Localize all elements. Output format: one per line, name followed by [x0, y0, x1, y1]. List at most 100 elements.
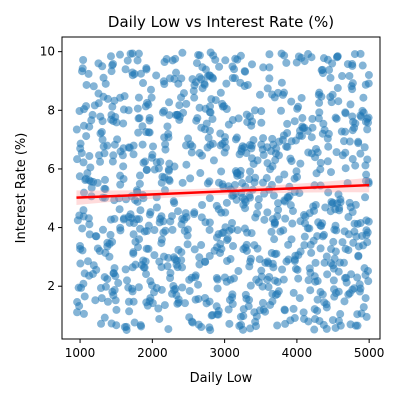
data-point	[341, 164, 350, 173]
data-point	[112, 305, 121, 314]
data-point	[331, 247, 340, 256]
data-point	[183, 240, 192, 249]
data-point	[111, 272, 120, 281]
data-point	[191, 78, 200, 87]
data-point	[239, 305, 248, 314]
data-point	[269, 263, 278, 272]
data-point	[125, 143, 134, 152]
data-point	[79, 188, 88, 197]
trend-line	[76, 183, 370, 199]
data-point	[108, 157, 117, 166]
data-point	[364, 113, 373, 122]
data-point	[82, 102, 91, 111]
data-point	[227, 225, 236, 234]
data-point	[362, 216, 371, 225]
data-point	[277, 106, 285, 115]
data-point	[87, 183, 96, 192]
data-point	[168, 56, 177, 65]
data-point	[247, 229, 256, 238]
data-point	[229, 242, 238, 251]
data-point	[83, 169, 92, 178]
data-point	[108, 102, 117, 111]
data-point	[91, 232, 100, 241]
data-point	[128, 49, 137, 58]
x-tick-label: 4000	[282, 346, 313, 360]
data-point	[251, 317, 260, 326]
data-point	[321, 203, 330, 212]
data-point	[231, 167, 240, 176]
data-point	[320, 258, 329, 267]
data-point	[155, 314, 164, 323]
data-point	[274, 199, 283, 208]
data-point	[271, 156, 280, 165]
data-point	[106, 52, 115, 61]
data-point	[228, 191, 237, 200]
data-point	[164, 325, 173, 334]
data-point	[195, 103, 204, 112]
data-point	[205, 194, 214, 203]
data-point	[359, 303, 368, 312]
data-point	[257, 140, 266, 149]
data-point	[209, 156, 218, 165]
data-point	[332, 53, 341, 62]
data-point	[294, 274, 303, 283]
data-point	[150, 226, 159, 235]
data-point	[224, 120, 233, 129]
data-point	[288, 219, 297, 228]
data-point	[160, 186, 169, 195]
data-point	[187, 273, 196, 282]
data-point	[84, 69, 93, 78]
data-point	[351, 161, 360, 170]
data-point	[266, 300, 275, 309]
data-point	[338, 72, 347, 81]
data-point	[254, 195, 263, 204]
data-point	[348, 112, 357, 121]
data-point	[90, 101, 99, 110]
data-point	[300, 232, 309, 241]
data-point	[263, 208, 272, 217]
y-tick-label: 6	[47, 162, 55, 176]
data-point	[335, 206, 344, 215]
data-point	[154, 304, 163, 313]
data-point	[166, 274, 175, 282]
data-point	[106, 215, 115, 224]
data-point	[152, 71, 161, 80]
data-point	[290, 256, 299, 265]
x-tick-label: 2000	[137, 346, 168, 360]
data-point	[362, 170, 371, 179]
data-point	[89, 82, 98, 91]
data-point	[115, 205, 124, 214]
data-point	[311, 153, 320, 162]
data-point	[290, 174, 299, 183]
data-point	[300, 241, 309, 250]
data-point	[340, 227, 349, 236]
data-point	[245, 262, 254, 271]
data-point	[82, 132, 91, 141]
data-point	[150, 251, 159, 260]
data-point	[255, 90, 264, 99]
data-point	[79, 56, 88, 64]
data-point	[327, 98, 336, 107]
data-point	[213, 310, 222, 319]
data-point	[78, 246, 87, 255]
data-point	[349, 238, 358, 247]
data-point	[283, 119, 292, 128]
data-point	[297, 131, 306, 140]
data-point	[211, 96, 220, 105]
data-point	[234, 114, 243, 123]
data-point	[108, 237, 117, 246]
data-point	[146, 85, 155, 94]
data-point	[283, 128, 292, 137]
data-point	[341, 244, 350, 253]
data-point	[192, 59, 201, 68]
plot-area	[72, 48, 373, 335]
data-point	[265, 272, 274, 281]
data-point	[308, 114, 317, 123]
data-point	[190, 210, 199, 218]
data-point	[237, 320, 246, 329]
data-point	[322, 252, 331, 261]
data-point	[364, 177, 373, 186]
data-point	[208, 73, 217, 82]
data-point	[194, 280, 203, 289]
data-point	[224, 305, 233, 314]
